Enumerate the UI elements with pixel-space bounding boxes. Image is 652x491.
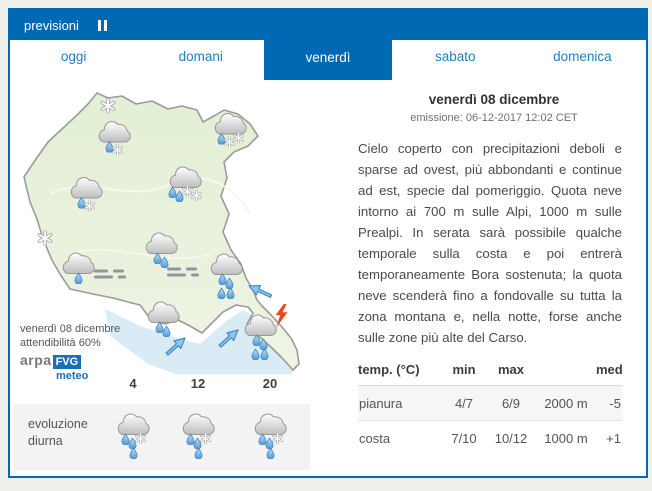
title-bar: previsioni (10, 10, 646, 40)
cloud-icon (142, 232, 180, 268)
table-cell: pianura (358, 385, 442, 421)
table-cell: costa (359, 430, 391, 446)
pause-icon[interactable] (95, 17, 110, 34)
lightning-icon (275, 304, 289, 328)
hour-label-4: 4 (129, 376, 137, 391)
region-outline (23, 92, 300, 371)
tab-sabato[interactable]: sabato (434, 49, 476, 64)
table-header-cell: min (442, 358, 486, 386)
temperature-table: temp. (°C) min max med pianura 4/7 6/9 2000 m-… (358, 358, 623, 456)
tab-oggi[interactable]: oggi (60, 49, 87, 64)
window-title: previsioni (24, 17, 79, 33)
forecast-title: venerdì 08 dicembre (428, 92, 560, 107)
table-header-cell: max (486, 358, 536, 386)
cloud-icon (144, 301, 182, 337)
fog-icon (167, 267, 199, 277)
forecast-body: Cielo coperto con precipitazioni deboli … (358, 141, 622, 345)
logo-arpa: arpa (20, 352, 52, 368)
map-pane: venerdì 08 dicembre attendibilità 60% ar… (10, 74, 342, 476)
legend-confidence: attendibilità 60% (20, 337, 101, 349)
weather-map: venerdì 08 dicembre attendibilità 60% ar… (10, 74, 342, 382)
arrow-icon (214, 324, 244, 352)
snowflake-icon (37, 230, 53, 246)
logo-fvg: FVG (52, 355, 82, 369)
evolution-weather-icon (251, 413, 289, 459)
table-cell: 10/12 (494, 430, 528, 446)
table-header-cell: temp. (°C) (358, 358, 442, 386)
fog-icon (94, 269, 126, 279)
table-header-cell (536, 358, 596, 386)
snowflake-icon (100, 98, 116, 114)
table-cell: 6/9 (486, 385, 536, 421)
previsioni-widget: previsioni oggi domani venerdì sabato domeni… (8, 8, 648, 478)
table-row-costa: costa 7/10 10/12 1000 m +1 (358, 421, 622, 456)
table-cell: -5 (596, 385, 622, 421)
cloud-icon (166, 166, 204, 202)
table-row-pianura: pianura 4/7 6/9 2000 m -5 (358, 385, 622, 421)
table-cell: 2000 m (536, 385, 596, 421)
cloud-icon (211, 112, 249, 148)
arrow-icon (161, 332, 191, 360)
map-legend: venerdì 08 dicembre attendibilità 60% ar… (20, 322, 120, 383)
hours-row: 4 12 20 (10, 376, 342, 398)
hour-label-20: 20 (262, 376, 278, 391)
relief-line (69, 248, 211, 260)
forecast-emission: emissione: 06-12-2017 12:02 CET (410, 112, 578, 124)
table-header-cell: med (596, 358, 623, 386)
hour-label-12: 12 (190, 376, 206, 391)
table-cell: 4/7 (442, 385, 486, 421)
cloud-icon (67, 176, 105, 212)
cloud-icon (207, 253, 245, 299)
evolution-label: evoluzione diurna (28, 417, 88, 448)
table-cell: +1 (606, 430, 621, 446)
tab-domani[interactable]: domani (178, 49, 223, 64)
arrow-icon (245, 279, 276, 303)
cloud-icon (241, 314, 279, 360)
tab-domenica[interactable]: domenica (553, 49, 612, 64)
evolution-weather-icon (179, 413, 217, 459)
legend-date: venerdì 08 dicembre (20, 323, 121, 335)
tab-venerdì[interactable]: venerdì (264, 40, 392, 80)
arpa-fvg-meteo-logo: arpa FVG meteo (20, 352, 120, 383)
cloud-icon (59, 252, 97, 284)
table-cell: 7/10 (451, 430, 477, 446)
tab-bar: oggi domani venerdì sabato domenica (10, 40, 646, 80)
table-header-row: temp. (°C) min max med (358, 358, 623, 386)
logo-meteo: meteo (56, 370, 89, 382)
table-cell: 1000 m (544, 430, 588, 446)
forecast-panel: venerdì 08 dicembre emissione: 06-12-201… (342, 74, 646, 476)
evolution-panel: evoluzione diurna (14, 404, 310, 470)
evolution-weather-icon (114, 413, 152, 459)
cloud-icon (95, 120, 133, 156)
